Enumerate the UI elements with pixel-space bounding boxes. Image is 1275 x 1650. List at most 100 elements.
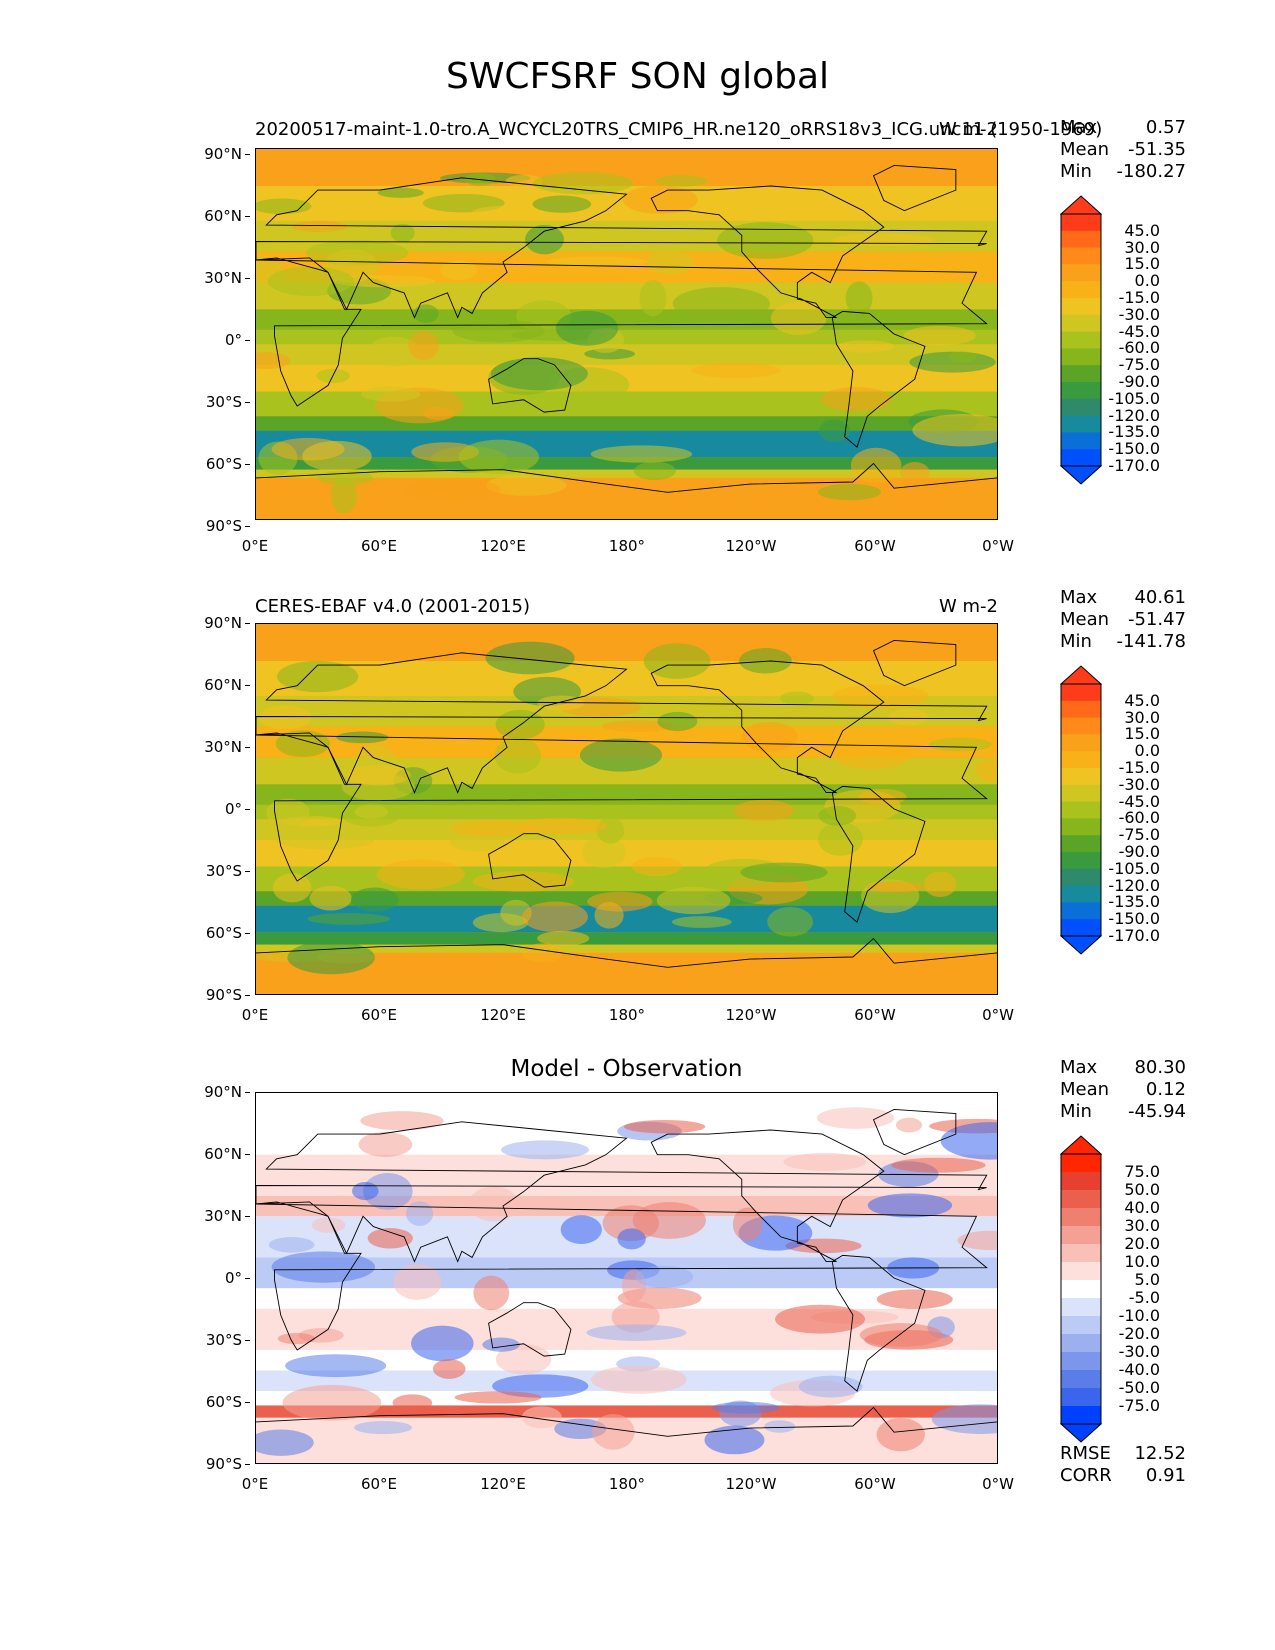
- colorbar-tick-label: -45.0: [1118, 791, 1160, 811]
- field-blob: [258, 705, 312, 730]
- colorbar-segment: [1061, 1208, 1101, 1227]
- field-blob: [393, 1264, 442, 1300]
- panel-diff-title: Model - Observation: [510, 1056, 743, 1082]
- field-blob: [490, 357, 588, 391]
- coastline: [488, 1302, 572, 1357]
- stat-mean-value: -51.35: [1127, 139, 1186, 160]
- field-blob: [764, 1420, 796, 1433]
- field-blob: [545, 256, 648, 267]
- field-blob: [291, 220, 348, 232]
- field-blob: [537, 930, 590, 946]
- lon-tick: 60°W: [854, 1475, 896, 1493]
- colorbar-tick-label: -75.0: [1118, 355, 1160, 375]
- colorbar-segment: [1061, 801, 1101, 819]
- rmse-label: RMSE: [1060, 1443, 1111, 1464]
- colorbar-segment: [1061, 214, 1101, 232]
- colorbar-tick-label: -120.0: [1108, 405, 1160, 425]
- field-blob: [817, 821, 863, 856]
- lat-tick: 30°S: [182, 862, 250, 880]
- colorbar-frame: [1060, 1153, 1102, 1425]
- field-blob: [579, 738, 663, 772]
- stat-min-value: -180.27: [1116, 161, 1186, 182]
- colorbar-extend-max: [1060, 1135, 1103, 1155]
- colorbar-tick-label: -20.0: [1118, 1324, 1160, 1343]
- stat-mean-label: Mean: [1060, 609, 1110, 630]
- colorbar-tick-label: -75.0: [1118, 1396, 1160, 1415]
- field-blob: [367, 1228, 413, 1249]
- field-blob: [521, 943, 564, 963]
- colorbar-segment: [1061, 1172, 1101, 1191]
- lat-tick: 90°N: [182, 1083, 250, 1101]
- panel-ref-title: CERES-EBAF v4.0 (2001-2015): [255, 596, 531, 617]
- field-blob: [623, 185, 698, 215]
- field-blob: [352, 1181, 379, 1201]
- lat-tick: 60°S: [182, 924, 250, 942]
- field-band: [256, 944, 997, 953]
- coastline: [831, 310, 926, 448]
- coastline: [488, 358, 572, 413]
- colorbar-segment: [1061, 852, 1101, 870]
- field-blob: [832, 684, 929, 709]
- coastline: [650, 185, 885, 319]
- lat-tick: 60°N: [182, 676, 250, 694]
- panel-ref: CERES-EBAF v4.0 (2001-2015) W m-2 Max 40.…: [0, 0, 1275, 995]
- field-blob: [590, 445, 693, 463]
- field-blob: [740, 862, 828, 883]
- colorbar-tick-label: -105.0: [1108, 388, 1160, 408]
- field-blob: [468, 1186, 519, 1222]
- colorbar-segment: [1061, 734, 1101, 752]
- lat-tick: 30°N: [182, 269, 250, 287]
- colorbar-tick-label: -90.0: [1118, 372, 1160, 391]
- field-blob: [470, 205, 544, 221]
- colorbar-segment: [1061, 449, 1101, 467]
- field-blob: [358, 1131, 413, 1157]
- field-blob: [360, 1111, 444, 1131]
- field-blob: [888, 708, 928, 726]
- colorbar-segment: [1061, 1244, 1101, 1263]
- field-band: [256, 329, 997, 345]
- field-blob: [780, 691, 814, 706]
- colorbar-tick-label: 15.0: [1124, 724, 1160, 744]
- field-blob: [311, 1217, 346, 1233]
- colorbar-tick-label: -60.0: [1118, 338, 1160, 358]
- lat-tick: 0°: [182, 331, 250, 349]
- field-blob: [656, 886, 731, 915]
- stat-min-label: Min: [1060, 1101, 1092, 1122]
- colorbar-segment: [1061, 382, 1101, 400]
- colorbar-segment: [1061, 281, 1101, 299]
- lat-tick: 60°N: [182, 1145, 250, 1163]
- field-blob: [256, 352, 291, 370]
- colorbar-segment: [1061, 1280, 1101, 1299]
- colorbar-tick-label: -30.0: [1118, 774, 1160, 794]
- lat-tick: 90°S: [182, 986, 250, 1004]
- colorbar-segment: [1061, 784, 1101, 803]
- field-band: [256, 952, 997, 994]
- field-blob: [596, 816, 625, 844]
- coastline: [650, 1129, 885, 1263]
- field-blob: [770, 301, 827, 335]
- colorbar-tick-label: 45.0: [1124, 220, 1160, 240]
- lat-tick: 90°N: [182, 145, 250, 163]
- field-blob: [287, 940, 375, 975]
- field-blob: [275, 730, 330, 757]
- field-blob: [555, 310, 619, 346]
- field-blob: [285, 1354, 387, 1378]
- field-band: [256, 784, 997, 805]
- colorbar-frame: [1060, 213, 1102, 467]
- field-blob: [454, 1391, 542, 1404]
- field-blob: [408, 331, 440, 360]
- colorbar-segment: [1061, 432, 1101, 450]
- field-blob: [691, 362, 781, 378]
- field-blob: [867, 1193, 953, 1218]
- field-blob: [532, 195, 592, 213]
- colorbar-segment: [1061, 1262, 1101, 1281]
- colorbar-tick-label: -90.0: [1118, 842, 1160, 861]
- colorbar-tick-label: 45.0: [1124, 690, 1160, 710]
- field-blob: [704, 1425, 765, 1455]
- coastline-antarctica: [256, 462, 997, 493]
- lat-tick: 0°: [182, 1269, 250, 1287]
- field-blob: [646, 250, 694, 275]
- field-blob: [767, 906, 814, 937]
- field-blob: [859, 1323, 943, 1347]
- coastline-antarctica: [256, 1406, 997, 1437]
